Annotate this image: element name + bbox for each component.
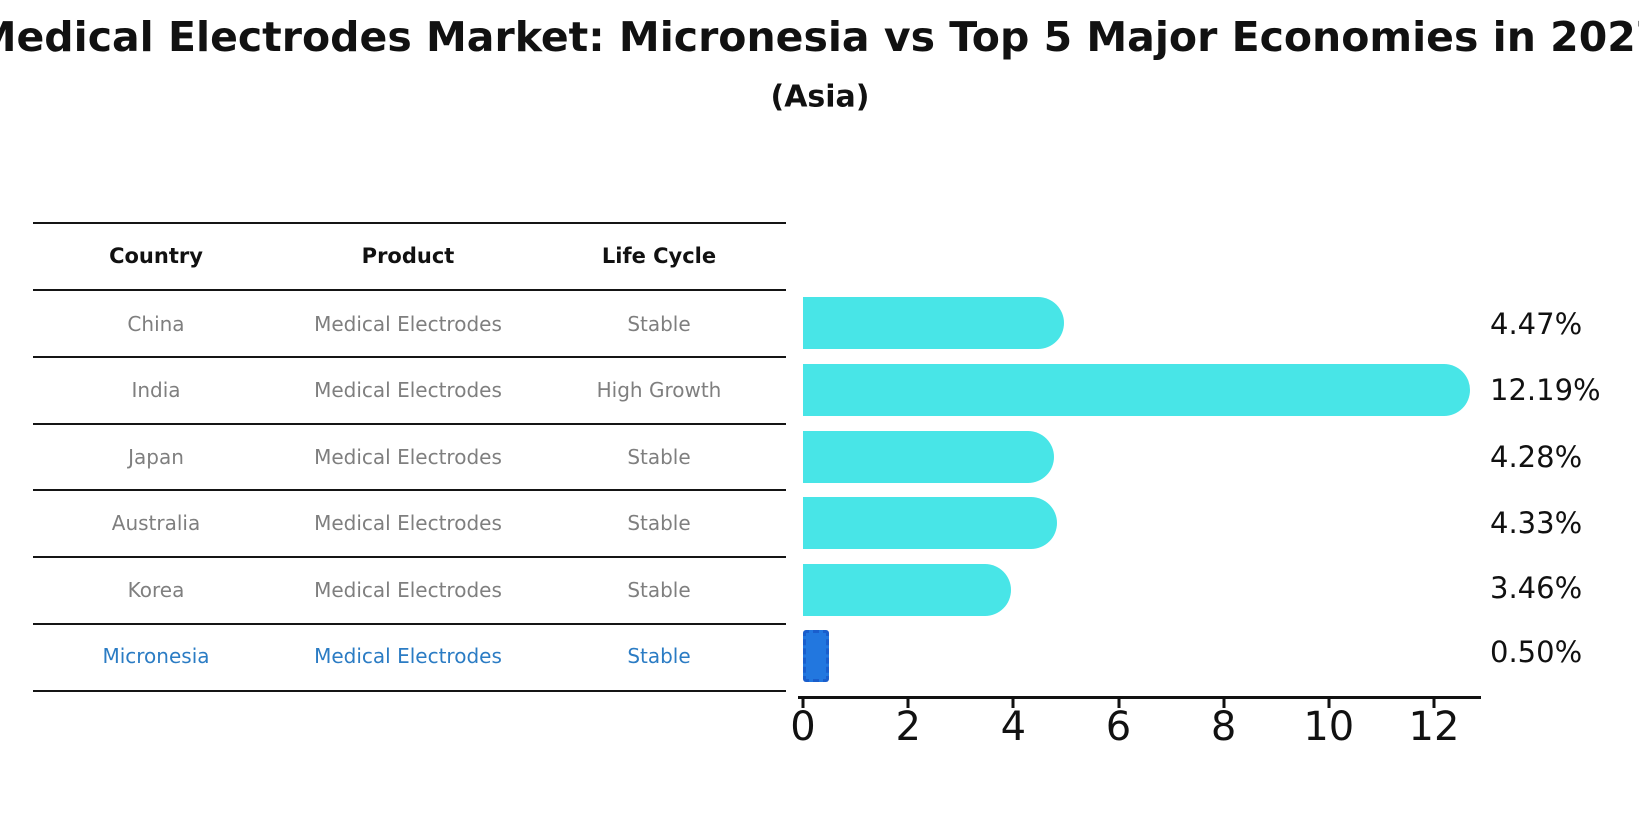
- cell-life-cycle: Stable: [627, 644, 691, 668]
- bar-korea: [803, 564, 1011, 616]
- column-header-product: Product: [361, 244, 455, 268]
- bar-micronesia-highlight: [803, 630, 830, 682]
- cell-country: Korea: [127, 578, 185, 602]
- x-axis-tick: [1432, 699, 1436, 708]
- x-axis-tick: [1117, 699, 1120, 708]
- x-axis-tick-label: 8: [1210, 704, 1237, 750]
- bar-china: [803, 297, 1064, 349]
- x-axis-tick: [1011, 699, 1015, 708]
- x-axis-tick: [1327, 699, 1331, 708]
- bar-australia: [803, 497, 1057, 549]
- cell-life-cycle: Stable: [627, 578, 691, 602]
- table-row-divider: [33, 423, 786, 425]
- cell-life-cycle: High Growth: [596, 378, 722, 402]
- table-row-divider: [33, 623, 786, 625]
- cell-life-cycle: Stable: [627, 312, 691, 336]
- value-label: 4.33%: [1490, 506, 1583, 540]
- x-axis-tick-label: 0: [790, 704, 816, 750]
- cell-life-cycle: Stable: [627, 511, 691, 535]
- x-axis-tick: [906, 699, 910, 708]
- table-row-divider: [33, 556, 786, 558]
- table-bottom-border: [33, 690, 786, 692]
- x-axis-tick-label: 6: [1105, 704, 1132, 750]
- chart-subtitle: (Asia): [770, 79, 870, 115]
- cell-product: Medical Electrodes: [314, 378, 502, 402]
- cell-product: Medical Electrodes: [314, 578, 502, 602]
- cell-country: Micronesia: [102, 644, 210, 668]
- bar-india: [803, 364, 1470, 416]
- x-axis-tick: [801, 699, 805, 708]
- value-label: 0.50%: [1490, 635, 1583, 669]
- value-label: 4.28%: [1490, 440, 1583, 474]
- column-header-life-cycle: Life Cycle: [601, 244, 717, 268]
- value-label: 4.47%: [1490, 307, 1583, 341]
- table-header-divider: [33, 289, 786, 291]
- table-row-divider: [33, 489, 786, 491]
- x-axis-tick: [1222, 699, 1226, 708]
- cell-product: Medical Electrodes: [314, 312, 502, 336]
- value-label: 3.46%: [1490, 571, 1583, 605]
- table-top-border: [33, 222, 786, 224]
- cell-country: Japan: [128, 445, 184, 469]
- chart-title: Medical Electrodes Market: Micronesia vs…: [0, 13, 1639, 61]
- cell-country: China: [127, 312, 185, 336]
- x-axis-tick-label: 10: [1303, 704, 1355, 750]
- cell-product: Medical Electrodes: [314, 445, 502, 469]
- cell-country: India: [131, 378, 181, 402]
- cell-product: Medical Electrodes: [314, 644, 502, 668]
- bar-japan: [803, 431, 1054, 483]
- cell-life-cycle: Stable: [627, 445, 691, 469]
- column-header-country: Country: [109, 244, 203, 268]
- value-label: 12.19%: [1490, 373, 1601, 407]
- x-axis-tick-label: 2: [895, 704, 921, 750]
- x-axis-tick-label: 12: [1408, 704, 1460, 750]
- cell-product: Medical Electrodes: [314, 511, 502, 535]
- x-axis-line: [798, 696, 1481, 699]
- x-axis-tick-label: 4: [1000, 704, 1027, 750]
- cell-country: Australia: [111, 511, 201, 535]
- table-row-divider: [33, 356, 786, 358]
